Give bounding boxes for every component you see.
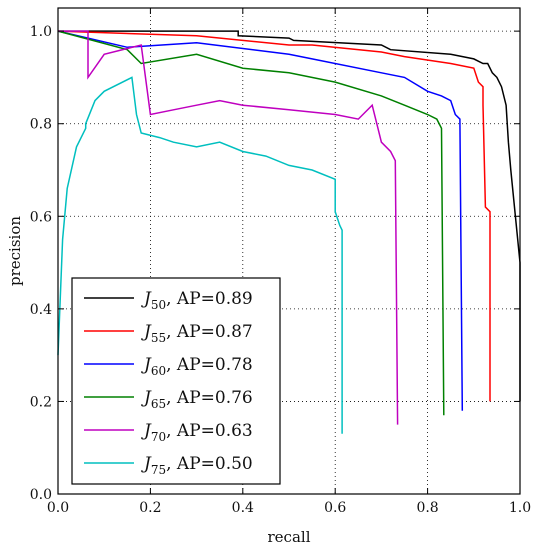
x-tick-label: 0.0 bbox=[47, 500, 69, 516]
x-tick-label: 0.6 bbox=[324, 500, 346, 516]
legend-entry: J70, AP=0.63 bbox=[141, 421, 253, 444]
series-line-55 bbox=[57, 30, 491, 402]
x-tick-label: 0.4 bbox=[232, 500, 254, 516]
series-line-75 bbox=[57, 76, 343, 434]
axis-ticks: 0.0 0.2 0.4 0.6 0.8 1.0 0.0 0.2 0.4 0.6 0.8 1.0 bbox=[30, 8, 531, 516]
x-tick-label: 1.0 bbox=[509, 500, 531, 516]
legend-box bbox=[71, 277, 281, 485]
series-line-70 bbox=[58, 30, 399, 425]
legend-entry: J75, AP=0.50 bbox=[141, 454, 253, 477]
series-lines bbox=[57, 30, 521, 434]
y-tick-label: 0.2 bbox=[30, 394, 52, 410]
y-tick-label: 0.6 bbox=[30, 209, 52, 225]
y-tick-label: 0.0 bbox=[30, 487, 52, 503]
y-axis-label: precision bbox=[6, 216, 24, 286]
y-tick-label: 0.8 bbox=[30, 117, 52, 133]
plot-frame bbox=[57, 7, 521, 495]
legend-entry: J55, AP=0.87 bbox=[141, 322, 253, 345]
y-tick-label: 1.0 bbox=[30, 24, 52, 40]
x-tick-label: 0.2 bbox=[139, 500, 161, 516]
series-line-65 bbox=[57, 30, 445, 416]
series-line-60 bbox=[57, 30, 464, 411]
legend-entry: J60, AP=0.78 bbox=[141, 355, 253, 378]
x-tick-label: 0.8 bbox=[416, 500, 438, 516]
x-axis-label: recall bbox=[268, 528, 311, 546]
legend-entry: J50, AP=0.89 bbox=[141, 289, 253, 312]
series-line-50 bbox=[58, 30, 521, 402]
legend: J50, AP=0.89 J55, AP=0.87 J60, AP=0.78 J65,… bbox=[71, 277, 281, 485]
y-tick-label: 0.4 bbox=[30, 302, 52, 318]
legend-entry: J65, AP=0.76 bbox=[141, 388, 253, 411]
